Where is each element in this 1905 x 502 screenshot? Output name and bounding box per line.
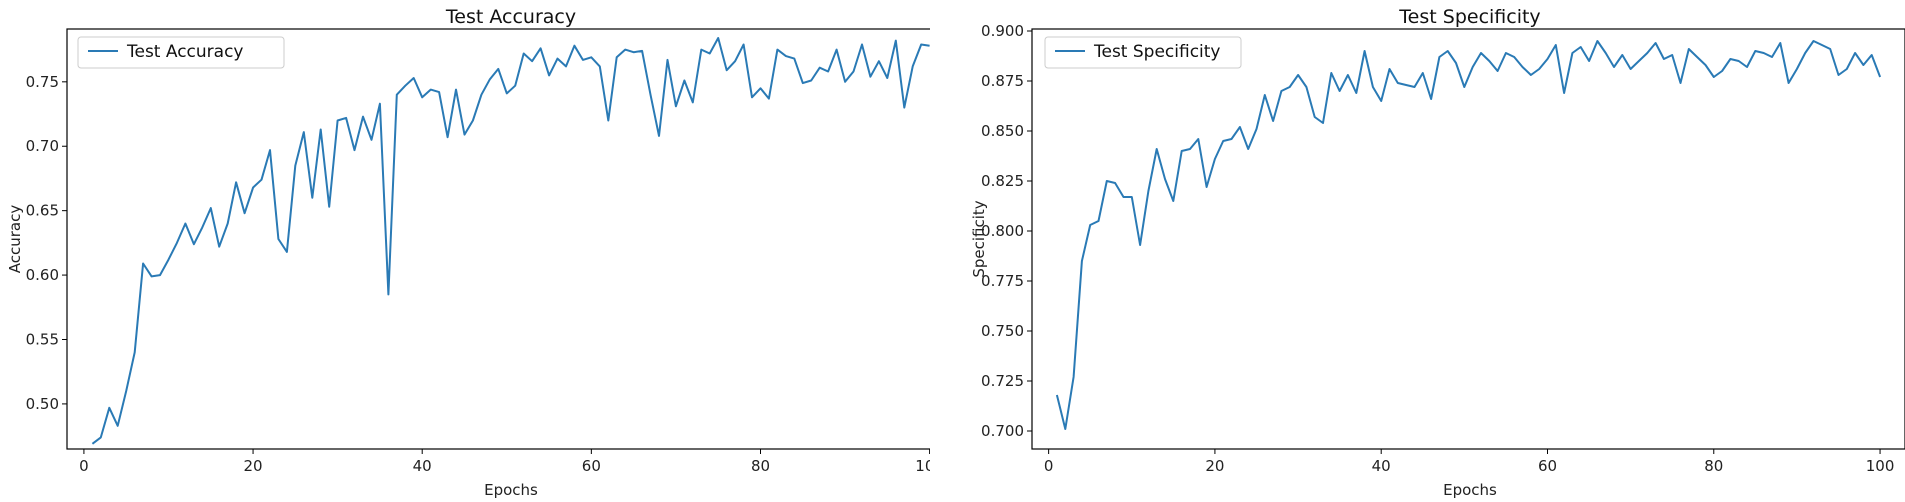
chart-title: Test Accuracy — [445, 6, 576, 28]
y-axis-title: Specificity — [970, 200, 988, 277]
y-tick-label: 0.700 — [981, 422, 1024, 440]
y-axis-title: Accuracy — [6, 205, 24, 274]
x-tick-label: 20 — [1205, 457, 1224, 475]
y-tick-label: 0.70 — [26, 137, 59, 155]
legend-label: Test Specificity — [1093, 42, 1221, 62]
x-tick-label: 40 — [1372, 457, 1391, 475]
series-line-test-accuracy — [91, 37, 930, 445]
x-tick-label: 100 — [915, 457, 930, 475]
x-axis-title: Epochs — [1443, 481, 1497, 499]
x-tick-label: 40 — [413, 457, 432, 475]
y-tick-label: 0.75 — [26, 73, 59, 91]
plot-frame — [1031, 28, 1905, 450]
y-tick-label: 0.900 — [981, 22, 1024, 40]
x-tick-label: 0 — [79, 457, 89, 475]
legend: Test Accuracy — [77, 36, 285, 69]
y-tick-label: 0.875 — [981, 72, 1024, 90]
y-tick-label: 0.60 — [26, 266, 59, 284]
y-tick-label: 0.725 — [981, 372, 1024, 390]
plot-frame — [66, 28, 930, 450]
legend: Test Specificity — [1044, 36, 1242, 69]
x-tick-label: 100 — [1866, 457, 1895, 475]
y-tick-label: 0.775 — [981, 272, 1024, 290]
chart-title: Test Specificity — [1398, 6, 1540, 28]
series-line-test-specificity — [1055, 40, 1882, 430]
y-tick-label: 0.55 — [26, 330, 59, 348]
x-tick-label: 80 — [1704, 457, 1723, 475]
x-axis-title: Epochs — [484, 481, 538, 499]
x-tick-label: 80 — [751, 457, 770, 475]
y-tick-label: 0.825 — [981, 172, 1024, 190]
y-tick-label: 0.750 — [981, 322, 1024, 340]
legend-label: Test Accuracy — [126, 42, 244, 62]
x-tick-label: 60 — [1538, 457, 1557, 475]
accuracy-chart-panel: Test Accuracy 0 20 40 60 80 100 0.50 0.55 0.60 0.… — [0, 0, 930, 502]
legend-box — [77, 36, 285, 69]
x-tick-label: 20 — [244, 457, 263, 475]
legend-box — [1044, 36, 1242, 69]
accuracy-chart: Test Accuracy 0 20 40 60 80 100 0.50 0.55 0.60 0.… — [6, 6, 930, 499]
x-tick-label: 0 — [1044, 457, 1054, 475]
y-tick-label: 0.50 — [26, 395, 59, 413]
y-tick-label: 0.850 — [981, 122, 1024, 140]
specificity-chart-panel: Test Specificity 0 20 40 60 80 100 0.700 0.725 0… — [960, 0, 1905, 502]
specificity-chart: Test Specificity 0 20 40 60 80 100 0.700 0.725 0… — [970, 6, 1905, 499]
y-tick-label: 0.65 — [26, 202, 59, 220]
y-tick-label: 0.800 — [981, 222, 1024, 240]
x-tick-label: 60 — [582, 457, 601, 475]
